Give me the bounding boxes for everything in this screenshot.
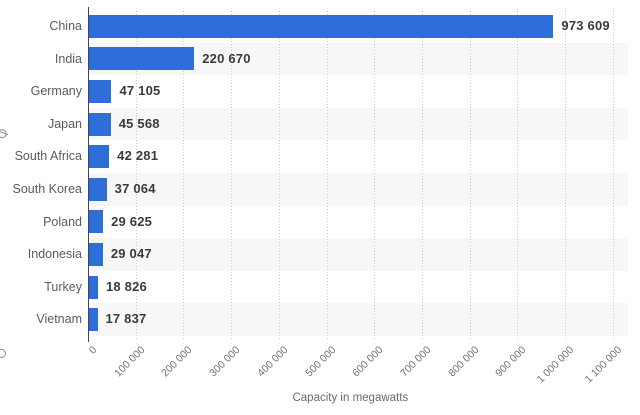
bar-poland[interactable] <box>89 210 104 234</box>
clipped-label-fragment-bottom <box>0 348 6 358</box>
value-label: 45 568 <box>118 115 160 131</box>
row-stripe <box>89 173 628 206</box>
x-tick-label: 400 000 <box>254 344 291 380</box>
x-tick-label: 300 000 <box>207 344 243 380</box>
x-tick-label: 500 000 <box>302 344 338 380</box>
category-label: Poland <box>43 214 82 229</box>
gridline <box>612 8 614 341</box>
category-label: Turkey <box>44 279 82 294</box>
value-label: 220 670 <box>202 50 251 66</box>
category-label: Vietnam <box>36 312 82 327</box>
value-label: 29 625 <box>111 213 153 229</box>
row-stripe <box>89 303 628 336</box>
x-tick-label: 600 000 <box>350 344 386 380</box>
x-tick-label: 100 000 <box>111 344 148 380</box>
bar-south-korea[interactable] <box>89 177 107 201</box>
x-tick-label: 1 100 000 <box>582 344 625 386</box>
row-stripe <box>89 107 628 141</box>
gridline <box>278 8 280 341</box>
x-tick-label: 800 000 <box>445 344 482 380</box>
category-label: Indonesia <box>27 247 82 262</box>
value-label: 47 105 <box>119 83 161 99</box>
value-label: 973 609 <box>561 18 610 33</box>
row-stripe <box>89 238 628 271</box>
category-label: South Africa <box>14 149 82 164</box>
gridline <box>135 8 137 341</box>
x-tick-label: 200 000 <box>159 344 195 380</box>
value-label: 18 826 <box>105 278 147 294</box>
value-label: 42 281 <box>117 148 159 164</box>
category-label: Japan <box>47 116 82 131</box>
value-label: 29 047 <box>110 246 152 262</box>
x-axis-title: Capacity in megawatts <box>292 392 409 404</box>
gridline <box>421 8 423 341</box>
bar-turkey[interactable] <box>89 275 98 299</box>
bar-germany[interactable] <box>89 80 112 103</box>
bar-vietnam[interactable] <box>89 308 98 332</box>
bar-china[interactable] <box>89 14 554 38</box>
x-tick-label: 700 000 <box>398 344 434 380</box>
bar-japan[interactable] <box>89 112 111 136</box>
value-label: 17 837 <box>105 311 147 327</box>
gridline <box>231 8 233 341</box>
category-label: Germany <box>30 84 82 99</box>
x-tick-label: 0 <box>86 344 100 357</box>
gridline <box>565 8 566 341</box>
bar-south-africa[interactable] <box>89 145 110 169</box>
gridline <box>469 8 471 341</box>
x-tick-label: 900 000 <box>493 344 529 380</box>
gridline <box>183 8 185 341</box>
category-label: South Korea <box>12 182 83 196</box>
gridline <box>326 8 328 341</box>
category-label: India <box>54 51 82 66</box>
gridline <box>517 8 519 341</box>
category-label: China <box>49 19 82 33</box>
value-label: 37 064 <box>114 181 156 196</box>
gridline <box>374 8 376 341</box>
x-tick-label: 1 000 000 <box>534 344 577 386</box>
bar-indonesia[interactable] <box>89 243 103 266</box>
y-axis-line <box>87 7 89 342</box>
bar-india[interactable] <box>89 47 195 71</box>
